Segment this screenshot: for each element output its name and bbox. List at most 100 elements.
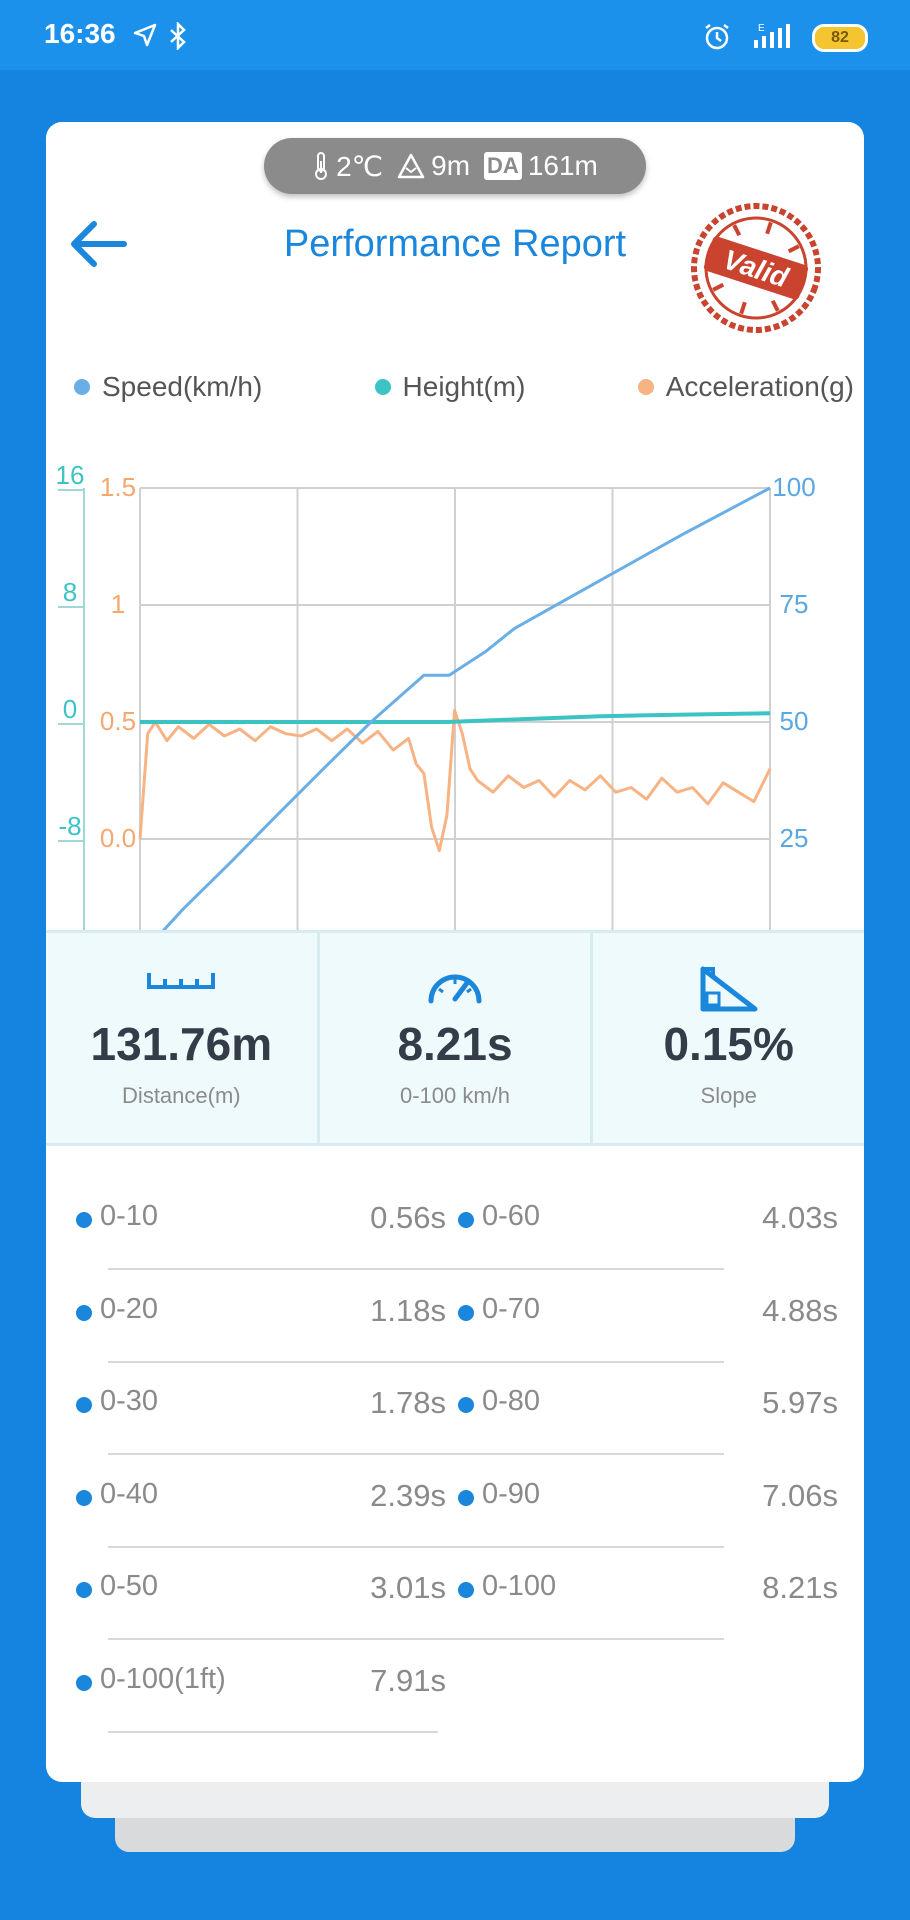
split-divider [108,1545,438,1548]
distance-value: 131.76m [90,1018,273,1070]
split-label: 0-60 [482,1200,541,1232]
altitude-info: 9m [397,150,470,182]
split-value: 3.01s [370,1570,446,1605]
distance-label: Distance(m) [122,1083,241,1108]
stats-panel: 131.76m Distance(m) 8.21s 0-100 km/h [46,930,864,1146]
split-label: 0-20 [100,1292,159,1325]
stat-0-100: 8.21s 0-100 km/h [316,933,591,1143]
split-value: 7.91s [370,1662,446,1698]
split-row: 0-90 7.06s [428,1460,838,1552]
acceleration-tick-label: 0.5 [100,706,136,736]
split-row: 0-10 0.56s [76,1182,446,1274]
height-tick-label: 8 [63,577,77,607]
split-label: 0-100(1ft) [100,1662,226,1695]
slope-value: 0.15% [663,1018,794,1070]
speed-legend-dot [74,379,90,395]
acceleration-tick-label: 1.5 [100,472,136,502]
height-legend-dot [374,379,391,395]
signal-icon: E [754,23,790,48]
split-divider [428,1638,724,1640]
height-tick-label: -8 [58,811,81,841]
acceleration-tick-label: 1 [111,589,125,619]
split-row: 0-70 4.88s [428,1275,838,1367]
split-row: 0-100(1ft) 7.91s [76,1645,446,1737]
report-card: 2℃ 9m DA 161m Performance Report Valid [46,122,864,1782]
split-row: 0-80 5.97s [428,1367,838,1459]
acceleration-legend-dot [637,379,654,395]
legend-height-label: Height(m) [402,371,526,402]
split-value: 5.97s [762,1385,838,1420]
split-value: 1.18s [370,1292,446,1328]
speed-tick-label: 25 [780,823,809,853]
conditions-pill: 2℃ 9m DA 161m [264,138,646,194]
slope-icon [700,966,758,1012]
page-title: Performance Report [283,223,627,265]
split-bullet [76,1674,92,1691]
split-label: 0-50 [100,1570,159,1602]
split-label: 0-90 [482,1477,541,1510]
split-label: 0-30 [100,1385,159,1417]
split-divider [428,1268,724,1270]
bluetooth-icon [170,22,186,50]
speed-tick-label: 75 [780,589,809,619]
split-value: 2.39s [370,1477,446,1513]
split-bullet [76,1304,92,1321]
speedometer-icon [428,974,482,1004]
split-divider [108,1268,438,1270]
acceleration-tick-label: 0.0 [100,823,136,853]
da-icon: DA [484,152,522,180]
slope-label: Slope [700,1083,757,1108]
split-row: 0-20 1.18s [76,1275,446,1367]
split-bullet [458,1397,474,1413]
mountain-icon [397,153,425,179]
split-bullet [76,1397,92,1413]
split-value: 1.78s [370,1385,446,1420]
acceleration-series-line [138,708,772,853]
speed-tick-label: 100 [772,472,815,502]
chart-legend: Speed(km/h) Height(m) Acceleration(g) [74,367,854,407]
split-divider [428,1545,724,1548]
split-row: 0-60 4.03s [428,1182,838,1274]
split-bullet [458,1489,474,1506]
thermometer-icon [315,152,328,180]
status-bar: 16:36 E 82 [0,0,910,70]
battery-icon: 82 [812,24,868,52]
legend-speed: Speed(km/h) [74,367,262,407]
split-row: 0-50 3.01s [76,1552,446,1644]
split-divider [108,1453,438,1455]
ruler-icon [147,973,216,989]
split-bullet [76,1212,92,1228]
split-divider [108,1360,438,1363]
split-value: 0.56s [370,1200,446,1235]
split-label: 0-10 [100,1200,159,1232]
valid-stamp-icon: Valid [691,203,821,333]
split-label: 0-40 [100,1477,159,1510]
split-label: 0-70 [482,1292,541,1325]
speed-tick-label: 50 [780,706,809,736]
time-0-100-label: 0-100 km/h [399,1083,511,1108]
split-divider [108,1638,438,1640]
split-value: 4.03s [762,1200,838,1235]
temperature-value: 2℃ [336,150,384,182]
split-value: 4.88s [762,1292,838,1328]
legend-height: Height(m) [374,367,526,407]
split-bullet [458,1212,474,1228]
location-arrow-icon [133,23,157,47]
split-bullet [458,1582,474,1598]
split-row: 0-40 2.39s [76,1460,446,1552]
legend-acceleration: Acceleration(g) [637,367,854,407]
height-tick-label: 0 [63,694,77,724]
clock: 16:36 [44,18,116,49]
split-row: 0-100 8.21s [428,1552,838,1644]
split-divider [108,1730,438,1733]
density-altitude-value: 161m [527,150,598,181]
split-bullet [76,1489,92,1506]
legend-speed-label: Speed(km/h) [102,371,263,402]
temperature-info: 2℃ [312,150,383,183]
height-tick-label: 16 [56,460,85,490]
height-series-line [140,711,771,724]
stat-slope: 0.15% Slope [590,933,864,1143]
split-label: 0-80 [482,1385,541,1417]
back-arrow-icon[interactable] [66,214,136,274]
